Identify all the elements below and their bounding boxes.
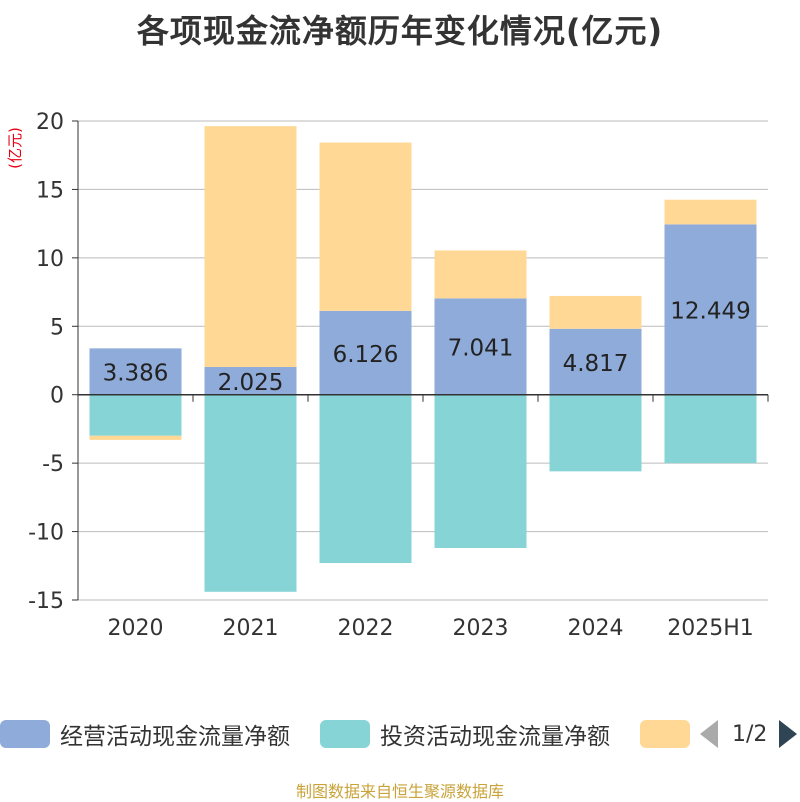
bar-operating [319,310,412,395]
x-tick-label: 2024 [568,616,624,641]
data-labels: 3.386 2.025 6.126 7.041 4.817 12.449 [103,299,751,396]
bar-financing [319,142,412,311]
bar-operating [89,348,182,395]
data-label-operating: 2.025 [218,370,284,396]
bar-investing [204,394,297,592]
pager-next-icon[interactable] [779,720,798,748]
bar-operating [549,328,642,395]
bar-financing [89,435,182,440]
y-tick-label: -15 [28,589,64,614]
bar-investing [434,394,527,548]
y-axis-unit-text: (亿元) [6,127,24,169]
legend-label-investing: 投资活动现金流量净额 [380,724,610,750]
bar-investing [664,394,757,464]
y-tick-label: 0 [50,384,64,409]
chart-title: 各项现金流净额历年变化情况(亿元) [136,12,664,50]
data-label-operating: 7.041 [448,336,514,362]
bar-operating [664,224,757,395]
grid-lines [78,120,768,601]
bar-financing [434,250,527,299]
legend-swatch-financing [640,720,690,748]
y-axis-unit-label: (亿元) [6,127,24,169]
x-tick-label: 2025H1 [667,616,754,641]
bar-investing [89,394,182,436]
data-source-note: 制图数据来自恒生聚源数据库 [295,782,504,801]
data-label-operating: 3.386 [103,361,169,387]
legend-pager: 1/2 [700,720,798,748]
x-tick-label: 2021 [223,616,279,641]
data-label-operating: 12.449 [670,299,750,325]
y-tick-label: -10 [28,521,64,546]
bar-investing [549,394,642,472]
data-label-operating: 4.817 [563,351,629,377]
y-tick-label: 15 [36,178,64,203]
bar-operating [204,367,297,395]
legend-swatch-operating [0,720,50,748]
bar-investing [319,394,412,564]
bar-operating [434,298,527,395]
pager-page-text: 1/2 [732,721,768,747]
y-tick-label: 5 [50,315,64,340]
x-tick-label: 2023 [453,616,509,641]
bars [89,126,757,592]
legend-item-investing[interactable]: 投资活动现金流量净额 [320,716,610,752]
pager-prev-icon[interactable] [700,720,718,748]
y-tick-label: 10 [36,247,64,272]
legend-swatch-investing [320,720,370,748]
legend-item-financing[interactable] [640,716,690,752]
bar-financing [549,295,642,329]
y-tick-label: -5 [42,452,64,477]
data-label-operating: 6.126 [333,342,399,368]
y-tick-label: 20 [36,110,64,135]
x-tick-label: 2022 [338,616,394,641]
x-tick-label: 2020 [108,616,164,641]
bar-financing [664,199,757,225]
legend: 经营活动现金流量净额 投资活动现金流量净额 1/2 [0,716,800,756]
bar-financing [204,126,297,368]
legend-item-operating[interactable]: 经营活动现金流量净额 [0,716,290,752]
legend-label-operating: 经营活动现金流量净额 [60,724,290,750]
